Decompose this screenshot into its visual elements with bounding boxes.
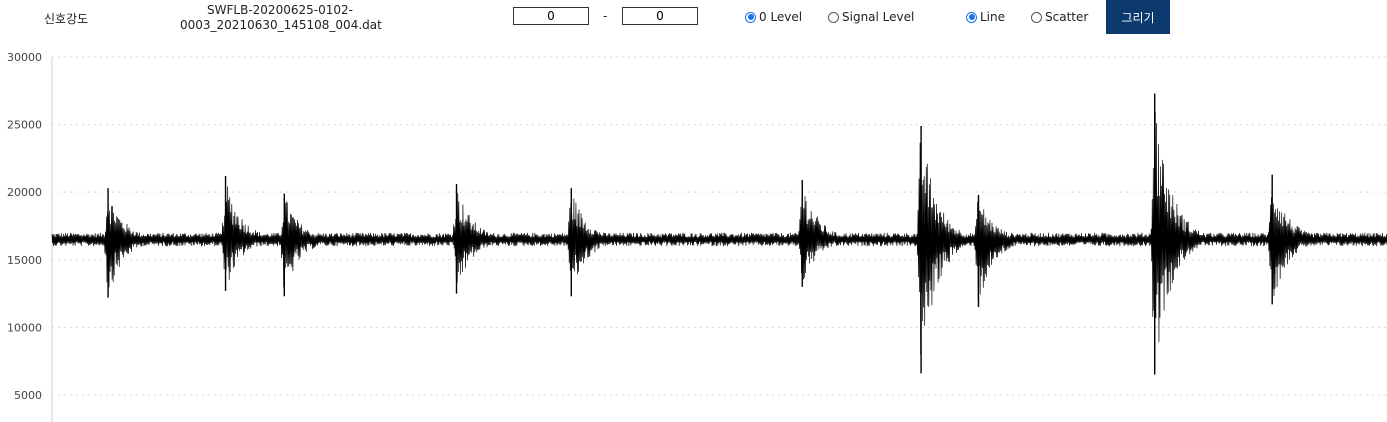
file-name-line1: SWFLB-20200625-0102- bbox=[207, 3, 353, 17]
zero-level-label: 0 Level bbox=[759, 10, 803, 24]
toolbar: 신호강도 SWFLB-20200625-0102- 0003_20210630_… bbox=[0, 0, 1387, 40]
y-tick-label: 15000 bbox=[7, 254, 42, 267]
signal-line bbox=[51, 111, 1387, 371]
file-name: SWFLB-20200625-0102- 0003_20210630_14510… bbox=[180, 3, 382, 33]
y-tick-label: 20000 bbox=[7, 186, 42, 199]
file-name-line2: 0003_20210630_145108_004.dat bbox=[180, 18, 382, 32]
y-tick-label: 10000 bbox=[7, 321, 42, 334]
y-tick-label: 25000 bbox=[7, 119, 42, 132]
y-tick-label: 30000 bbox=[7, 51, 42, 64]
line-mode-label: Line bbox=[980, 10, 1006, 24]
signal-series bbox=[51, 93, 1387, 375]
scatter-mode-radio-icon[interactable] bbox=[1031, 11, 1042, 23]
signal-level-label: Signal Level bbox=[842, 10, 915, 24]
scatter-mode-radio[interactable]: Scatter bbox=[1031, 10, 1088, 24]
range-end-input[interactable] bbox=[622, 7, 698, 25]
scatter-mode-label: Scatter bbox=[1045, 10, 1089, 24]
signal-level-radio[interactable]: Signal Level bbox=[828, 10, 914, 24]
draw-button[interactable]: 그리기 bbox=[1106, 0, 1170, 34]
line-mode-radio[interactable]: Line bbox=[966, 10, 1005, 24]
zero-level-radio-icon[interactable] bbox=[745, 11, 756, 23]
y-tick-label: 5000 bbox=[14, 389, 42, 402]
signal-level-radio-icon[interactable] bbox=[828, 11, 839, 23]
line-mode-radio-icon[interactable] bbox=[966, 11, 977, 23]
zero-level-radio[interactable]: 0 Level bbox=[745, 10, 802, 24]
range-start-input[interactable] bbox=[513, 7, 589, 25]
range-separator: - bbox=[603, 9, 608, 23]
signal-chart: 5000 10000 15000 20000 25000 30000 bbox=[7, 51, 1387, 422]
signal-strength-label: 신호강도 bbox=[44, 12, 89, 26]
y-axis: 5000 10000 15000 20000 25000 30000 bbox=[7, 51, 53, 422]
chart-grid bbox=[52, 56, 1387, 396]
